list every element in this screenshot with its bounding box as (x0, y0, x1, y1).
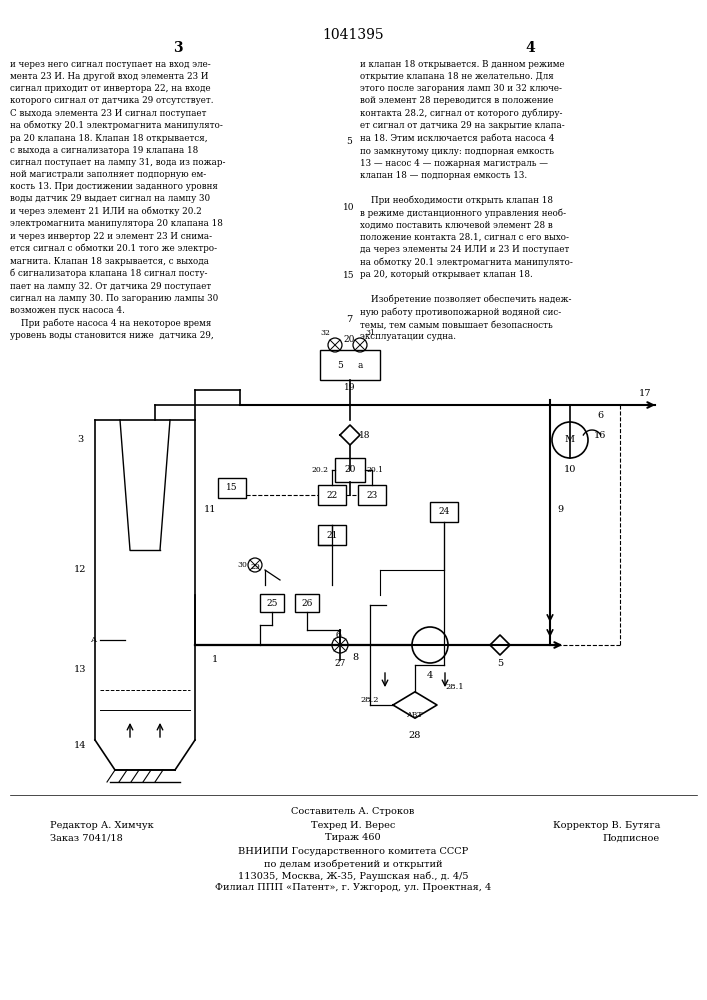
Text: Составитель А. Строков: Составитель А. Строков (291, 808, 414, 816)
Text: Филиал ППП «Патент», г. Ужгород, ул. Проектная, 4: Филиал ППП «Патент», г. Ужгород, ул. Про… (215, 884, 491, 892)
Text: Корректор В. Бутяга: Корректор В. Бутяга (553, 820, 660, 830)
Bar (218, 478, 246, 498)
Text: A: A (90, 636, 96, 644)
Text: АВТ: АВТ (407, 711, 423, 719)
Text: 20.2: 20.2 (312, 466, 329, 474)
Text: 10: 10 (344, 204, 355, 213)
Text: и клапан 18 открывается. В данном режиме
открытие клапана 18 не желательно. Для
: и клапан 18 открывается. В данном режиме… (360, 60, 573, 341)
Bar (295, 594, 319, 612)
Text: 10: 10 (563, 466, 576, 475)
Text: 3: 3 (173, 41, 183, 55)
Text: Заказ 7041/18: Заказ 7041/18 (50, 834, 123, 842)
Bar (335, 458, 365, 482)
Text: 16: 16 (594, 430, 606, 440)
Text: 4: 4 (525, 41, 535, 55)
Text: а: а (357, 360, 363, 369)
Text: 31: 31 (365, 329, 375, 337)
Text: Тираж 460: Тираж 460 (325, 834, 381, 842)
Text: 22: 22 (327, 490, 338, 499)
Text: ВНИИПИ Государственного комитета СССР: ВНИИПИ Государственного комитета СССР (238, 848, 468, 856)
Text: 15: 15 (343, 270, 355, 279)
Text: Подписное: Подписное (603, 834, 660, 842)
Bar (318, 485, 346, 505)
Text: 18: 18 (359, 430, 370, 440)
Text: 26: 26 (301, 598, 312, 607)
Text: 28: 28 (409, 730, 421, 740)
Text: 32: 32 (320, 329, 330, 337)
Text: 113035, Москва, Ж-35, Раушская наб., д. 4/5: 113035, Москва, Ж-35, Раушская наб., д. … (238, 871, 468, 881)
Text: 15: 15 (226, 484, 238, 492)
Text: 9: 9 (557, 506, 563, 514)
Text: 1: 1 (212, 656, 218, 664)
Text: 6: 6 (597, 410, 603, 420)
Text: 13: 13 (74, 666, 86, 674)
Bar (260, 594, 284, 612)
Text: 3: 3 (77, 436, 83, 444)
Text: 27: 27 (334, 658, 346, 668)
Text: по делам изобретений и открытий: по делам изобретений и открытий (264, 859, 443, 869)
Bar (430, 502, 458, 522)
Text: 8: 8 (352, 652, 358, 662)
Text: 24: 24 (438, 508, 450, 516)
Text: 5: 5 (337, 360, 343, 369)
Text: 20: 20 (344, 336, 355, 344)
Text: 17: 17 (638, 388, 651, 397)
Text: б: б (335, 631, 341, 640)
Text: 5: 5 (497, 658, 503, 668)
Text: 28.1: 28.1 (445, 683, 464, 691)
Text: Техред И. Верес: Техред И. Верес (311, 820, 395, 830)
Text: 4: 4 (427, 670, 433, 680)
Text: 28.2: 28.2 (361, 696, 379, 704)
Text: 5: 5 (346, 137, 352, 146)
Text: 30: 30 (237, 561, 247, 569)
Text: 29: 29 (250, 563, 260, 571)
Text: 7: 7 (346, 316, 352, 324)
Text: 21: 21 (327, 530, 338, 540)
Text: и через него сигнал поступает на вход эле-
мента 23 И. На другой вход элемента 2: и через него сигнал поступает на вход эл… (10, 60, 226, 340)
Text: 19: 19 (344, 383, 356, 392)
Text: 25: 25 (267, 598, 278, 607)
Text: 12: 12 (74, 566, 86, 574)
Bar (318, 525, 346, 545)
Text: 23: 23 (366, 490, 378, 499)
Text: 20: 20 (344, 466, 356, 475)
Text: 1041395: 1041395 (322, 28, 384, 42)
Text: 20.1: 20.1 (366, 466, 383, 474)
Text: Редактор А. Химчук: Редактор А. Химчук (50, 820, 153, 830)
Bar (320, 350, 380, 380)
Text: 14: 14 (74, 740, 86, 750)
Text: 11: 11 (204, 506, 216, 514)
Bar (358, 485, 386, 505)
Text: M: M (565, 436, 575, 444)
